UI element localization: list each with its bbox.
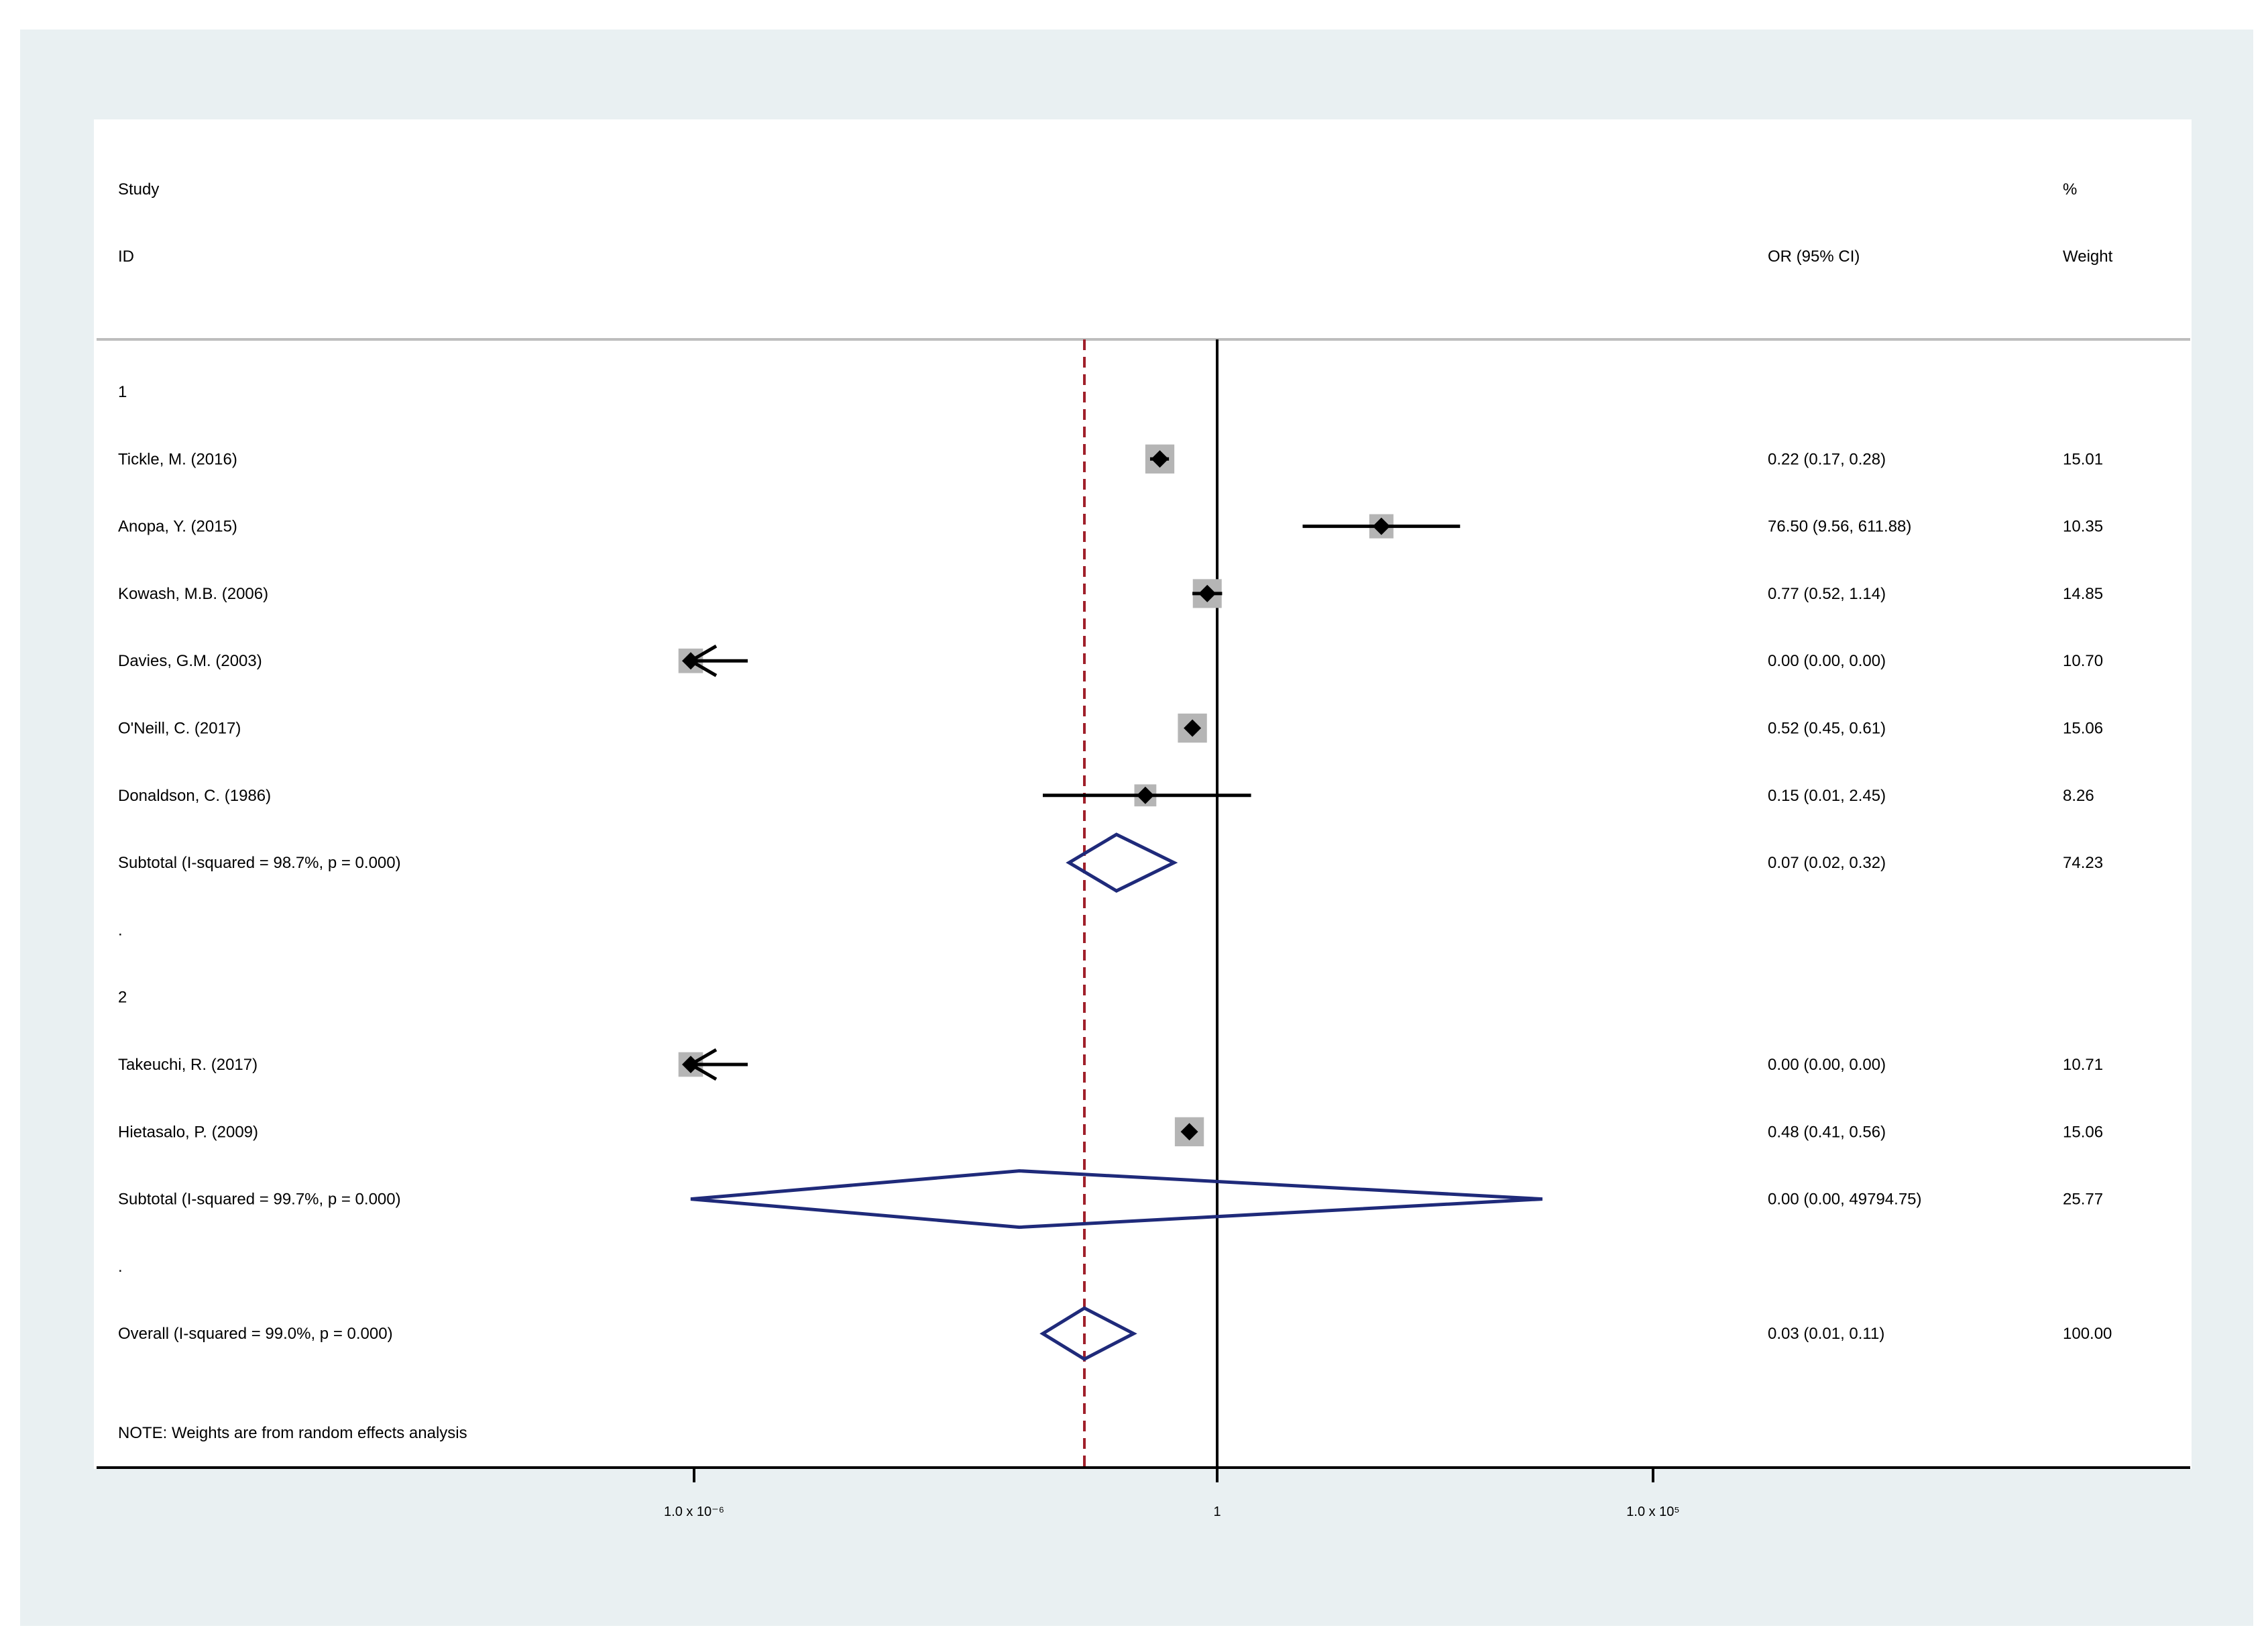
row-study: Anopa, Y. (2015) 76.50 (9.56, 611.88) 10.3… — [118, 514, 2103, 539]
weight-text: 10.71 — [2063, 1056, 2103, 1074]
weight-text: 25.77 — [2063, 1191, 2103, 1209]
study-label: Tickle, M. (2016) — [118, 450, 237, 468]
spacer-label: . — [118, 1258, 123, 1276]
study-label: Kowash, M.B. (2006) — [118, 585, 268, 603]
point-estimate — [1151, 450, 1169, 468]
point-estimate — [1198, 584, 1216, 602]
overall-diamond — [1039, 1306, 1137, 1362]
effect-ci-text: 76.50 (9.56, 611.88) — [1768, 518, 1911, 536]
note-text: NOTE: Weights are from random effects an… — [118, 1424, 467, 1442]
effect-ci-text: 0.52 (0.45, 0.61) — [1768, 720, 1886, 738]
row-study: Hietasalo, P. (2009) 0.48 (0.41, 0.56) 15.… — [118, 1117, 2103, 1146]
effect-ci-text: 0.03 (0.01, 0.11) — [1768, 1325, 1884, 1343]
row-group: 1 — [118, 383, 127, 401]
effect-ci-text: 0.00 (0.00, 49794.75) — [1768, 1191, 1922, 1209]
effect-ci-text: 0.15 (0.01, 2.45) — [1768, 787, 1886, 805]
study-label: Donaldson, C. (1986) — [118, 787, 271, 805]
effect-ci-text: 0.77 (0.52, 1.14) — [1768, 585, 1886, 603]
effect-ci-text: 0.00 (0.00, 0.00) — [1768, 652, 1886, 670]
effect-ci-text: 0.00 (0.00, 0.00) — [1768, 1056, 1886, 1074]
group-label: 1 — [118, 383, 127, 401]
row-study: Takeuchi, R. (2017) 0.00 (0.00, 0.00) 10.7… — [118, 1048, 2103, 1081]
subtotal-label: Subtotal (I-squared = 98.7%, p = 0.000) — [118, 854, 401, 872]
weight-text: 74.23 — [2063, 854, 2103, 872]
point-estimate — [1184, 719, 1202, 737]
study-label: Hietasalo, P. (2009) — [118, 1123, 258, 1141]
header-study: Study — [118, 180, 159, 199]
study-label: Anopa, Y. (2015) — [118, 518, 237, 536]
row-overall: Overall (I-squared = 99.0%, p = 0.000) 0.… — [118, 1306, 2112, 1362]
weight-text: 10.35 — [2063, 518, 2103, 536]
weight-text: 10.70 — [2063, 652, 2103, 670]
weight-text: 14.85 — [2063, 585, 2103, 603]
weight-text: 15.01 — [2063, 450, 2103, 468]
point-estimate — [682, 1056, 699, 1073]
header-effect: OR (95% CI) — [1768, 248, 1860, 266]
weight-text: 15.06 — [2063, 1123, 2103, 1141]
rows-layer: 1 Tickle, M. (2016) 0.22 (0.17, 0.28) 15.01… — [118, 383, 2112, 1362]
weight-text: 15.06 — [2063, 720, 2103, 738]
weight-text: 100.00 — [2063, 1325, 2112, 1343]
subtotal-label: Subtotal (I-squared = 99.7%, p = 0.000) — [118, 1191, 401, 1209]
effect-ci-text: 0.07 (0.02, 0.32) — [1768, 854, 1886, 872]
subtotal-diamond — [1066, 832, 1178, 893]
overall-label: Overall (I-squared = 99.0%, p = 0.000) — [118, 1325, 393, 1343]
x-tick-label: 1.0 x 10⁵ — [1626, 1504, 1679, 1519]
row-study: Kowash, M.B. (2006) 0.77 (0.52, 1.14) 14.8… — [118, 579, 2103, 608]
x-tick-label: 1 — [1213, 1504, 1221, 1519]
weight-text: 8.26 — [2063, 787, 2094, 805]
row-spacer: . — [118, 921, 123, 939]
subtotal-diamond — [690, 1169, 1543, 1229]
header-weight-pct: % — [2063, 180, 2077, 199]
row-study: Tickle, M. (2016) 0.22 (0.17, 0.28) 15.01 — [118, 444, 2103, 474]
row-subtotal: Subtotal (I-squared = 99.7%, p = 0.000) 0… — [118, 1169, 2103, 1229]
header-weight: Weight — [2063, 248, 2113, 266]
study-label: Davies, G.M. (2003) — [118, 652, 262, 670]
point-estimate — [682, 652, 699, 670]
x-tick-label: 1.0 x 10⁻⁶ — [664, 1504, 724, 1519]
effect-ci-text: 0.22 (0.17, 0.28) — [1768, 450, 1886, 468]
row-study: O'Neill, C. (2017) 0.52 (0.45, 0.61) 15.06 — [118, 713, 2103, 743]
header-id: ID — [118, 248, 134, 266]
effect-ci-text: 0.48 (0.41, 0.56) — [1768, 1123, 1886, 1141]
group-label: 2 — [118, 989, 127, 1007]
x-axis-ticks: 1.0 x 10⁻⁶ 1 1.0 x 10⁵ — [664, 1468, 1680, 1519]
point-estimate — [1136, 786, 1154, 804]
point-estimate — [1372, 517, 1390, 535]
study-label: Takeuchi, R. (2017) — [118, 1056, 258, 1074]
study-label: O'Neill, C. (2017) — [118, 720, 241, 738]
row-study: Donaldson, C. (1986) 0.15 (0.01, 2.45) 8.2… — [118, 784, 2094, 807]
row-group: 2 — [118, 989, 127, 1007]
row-subtotal: Subtotal (I-squared = 98.7%, p = 0.000) 0… — [118, 832, 2103, 893]
row-spacer: . — [118, 1258, 123, 1276]
point-estimate — [1180, 1123, 1198, 1141]
row-study: Davies, G.M. (2003) 0.00 (0.00, 0.00) 10.7… — [118, 645, 2103, 677]
spacer-label: . — [118, 921, 123, 939]
